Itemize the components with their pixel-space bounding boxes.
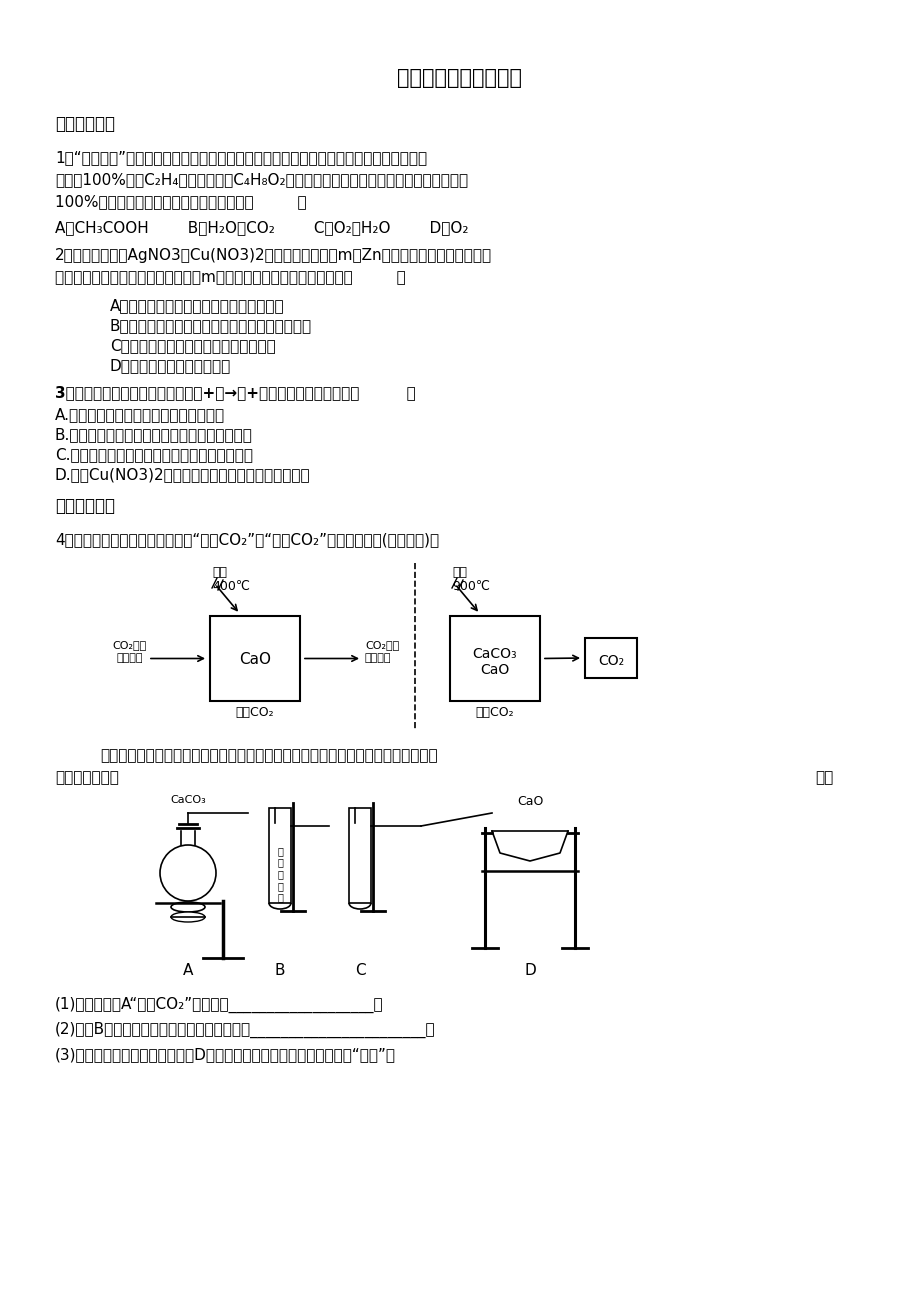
Text: CaCO₃: CaCO₃ [170, 796, 206, 805]
Text: (2)装置B在实验结束撤掉酒精喷灯时的作用是_______________________；: (2)装置B在实验结束撤掉酒精喷灯时的作用是__________________… [55, 1022, 436, 1038]
Bar [584, 638, 636, 678]
Text: CaCO₃: CaCO₃ [472, 647, 516, 660]
Text: 洗洤、干燥后再称量，得到的质量为m克。据此，下列说法不正确的是（         ）: 洗洤、干燥后再称量，得到的质量为m克。据此，下列说法不正确的是（ ） [55, 270, 405, 285]
Bar [210, 616, 300, 700]
Text: B.丙为盐、丁为水，则该反应一定为复分解反应: B.丙为盐、丁为水，则该反应一定为复分解反应 [55, 427, 253, 441]
Text: 光照: 光照 [211, 566, 227, 579]
Text: 100%，在庵化剂作用下还需加入的物质是（         ）: 100%，在庵化剂作用下还需加入的物质是（ ） [55, 194, 306, 210]
Text: 400℃: 400℃ [211, 579, 250, 592]
Text: 初四化学小测竞赛试题: 初四化学小测竞赛试题 [397, 68, 522, 89]
Text: 澄
清
石
灰
水: 澄 清 石 灰 水 [277, 846, 283, 902]
Text: 1、“绻色化学”要求原料物质中所有的原子完全被利用，全部转入期望的产品中，即原子利: 1、“绻色化学”要求原料物质中所有的原子完全被利用，全部转入期望的产品中，即原子… [55, 150, 426, 165]
Text: A: A [183, 963, 193, 978]
Text: A．取反应后的滤液观察，滤液可能呈蓝色: A．取反应后的滤液观察，滤液可能呈蓝色 [110, 298, 284, 312]
Text: 2、向一定质量的AgNO3和Cu(NO3)2的混合溶液中加入m克Zn，充分反应后过滤，将滤渣: 2、向一定质量的AgNO3和Cu(NO3)2的混合溶液中加入m克Zn，充分反应后… [55, 247, 492, 263]
Text: CO₂: CO₂ [597, 654, 623, 668]
Text: 一、选择题：: 一、选择题： [55, 115, 115, 133]
Text: 二、填空题：: 二、填空题： [55, 497, 115, 516]
Text: 释放CO₂: 释放CO₂ [475, 706, 514, 719]
Text: 行。: 行。 [814, 769, 833, 785]
Text: D．滤渣中的物质至少有两种: D．滤渣中的物质至少有两种 [110, 358, 231, 372]
Text: C.甲、乙为化合物，则该反应一定为复分解反应: C.甲、乙为化合物，则该反应一定为复分解反应 [55, 447, 253, 462]
Ellipse shape [171, 911, 205, 922]
Text: CaO: CaO [516, 796, 542, 809]
Text: B．取反应后的滤液滴加稀盐酸，有白色沉淠产生: B．取反应后的滤液滴加稀盐酸，有白色沉淠产生 [110, 318, 312, 333]
Text: CaO: CaO [239, 652, 271, 668]
Text: 某化学小组的同学对此非常感兴趣，在老师的指导下，设计如下装置探究上述设想的: 某化学小组的同学对此非常感兴趣，在老师的指导下，设计如下装置探究上述设想的 [100, 749, 437, 763]
Bar [348, 809, 370, 904]
Text: C．取滤渣滴加稀硫酸，可能有气泡产生: C．取滤渣滴加稀硫酸，可能有气泡产生 [110, 339, 276, 353]
Text: (3)上述反应结束后，小组同学对D中固体的成分进行探究，以证明是否“捕捉”到: (3)上述反应结束后，小组同学对D中固体的成分进行探究，以证明是否“捕捉”到 [55, 1047, 395, 1062]
Text: 高的空气: 高的空气 [117, 654, 143, 664]
Text: 光照: 光照 [451, 566, 467, 579]
Text: 4、科学家设想利用太阳能加热器“捕捉CO₂”、“释放CO₂”，实现碳循环(如图所示)。: 4、科学家设想利用太阳能加热器“捕捉CO₂”、“释放CO₂”，实现碳循环(如图所… [55, 533, 438, 547]
Text: A．CH₃COOH        B．H₂O和CO₂        C．O₂和H₂O        D．O₂: A．CH₃COOH B．H₂O和CO₂ C．O₂和H₂O D．O₂ [55, 220, 468, 234]
Text: D: D [524, 963, 535, 978]
Bar [449, 616, 539, 700]
Text: 900℃: 900℃ [451, 579, 489, 592]
Text: 3、已知在一定条件下发生反应：甲+乙→丙+丁，下列判断正确的是（         ）: 3、已知在一定条件下发生反应：甲+乙→丙+丁，下列判断正确的是（ ） [55, 385, 415, 400]
Text: A.甲、乙、丙、丁不可能含有同一种元素: A.甲、乙、丙、丁不可能含有同一种元素 [55, 408, 225, 422]
Text: CaO: CaO [480, 663, 509, 677]
Text: CO₂含量: CO₂含量 [113, 641, 147, 651]
Text: B: B [275, 963, 285, 978]
Text: D.丙为Cu(NO3)2，则甲可能为单质、氧化物、碱或盐: D.丙为Cu(NO3)2，则甲可能为单质、氧化物、碱或盐 [55, 467, 311, 482]
Text: (1)能证明装置A“释放CO₂”的现象是___________________；: (1)能证明装置A“释放CO₂”的现象是___________________； [55, 997, 383, 1013]
Text: 反应原理是否可: 反应原理是否可 [55, 769, 119, 785]
Bar [268, 809, 290, 904]
Text: 低的空气: 低的空气 [365, 654, 391, 664]
Text: CO₂含量: CO₂含量 [365, 641, 399, 651]
Text: 捕捉CO₂: 捕捉CO₂ [235, 706, 274, 719]
Text: 用率为100%。由C₂H₄（乙烯）合成C₄H₈O₂（乙酸乙酯）的过程中，为使原子利用率达到: 用率为100%。由C₂H₄（乙烯）合成C₄H₈O₂（乙酸乙酯）的过程中，为使原子… [55, 172, 468, 187]
Text: C: C [355, 963, 365, 978]
